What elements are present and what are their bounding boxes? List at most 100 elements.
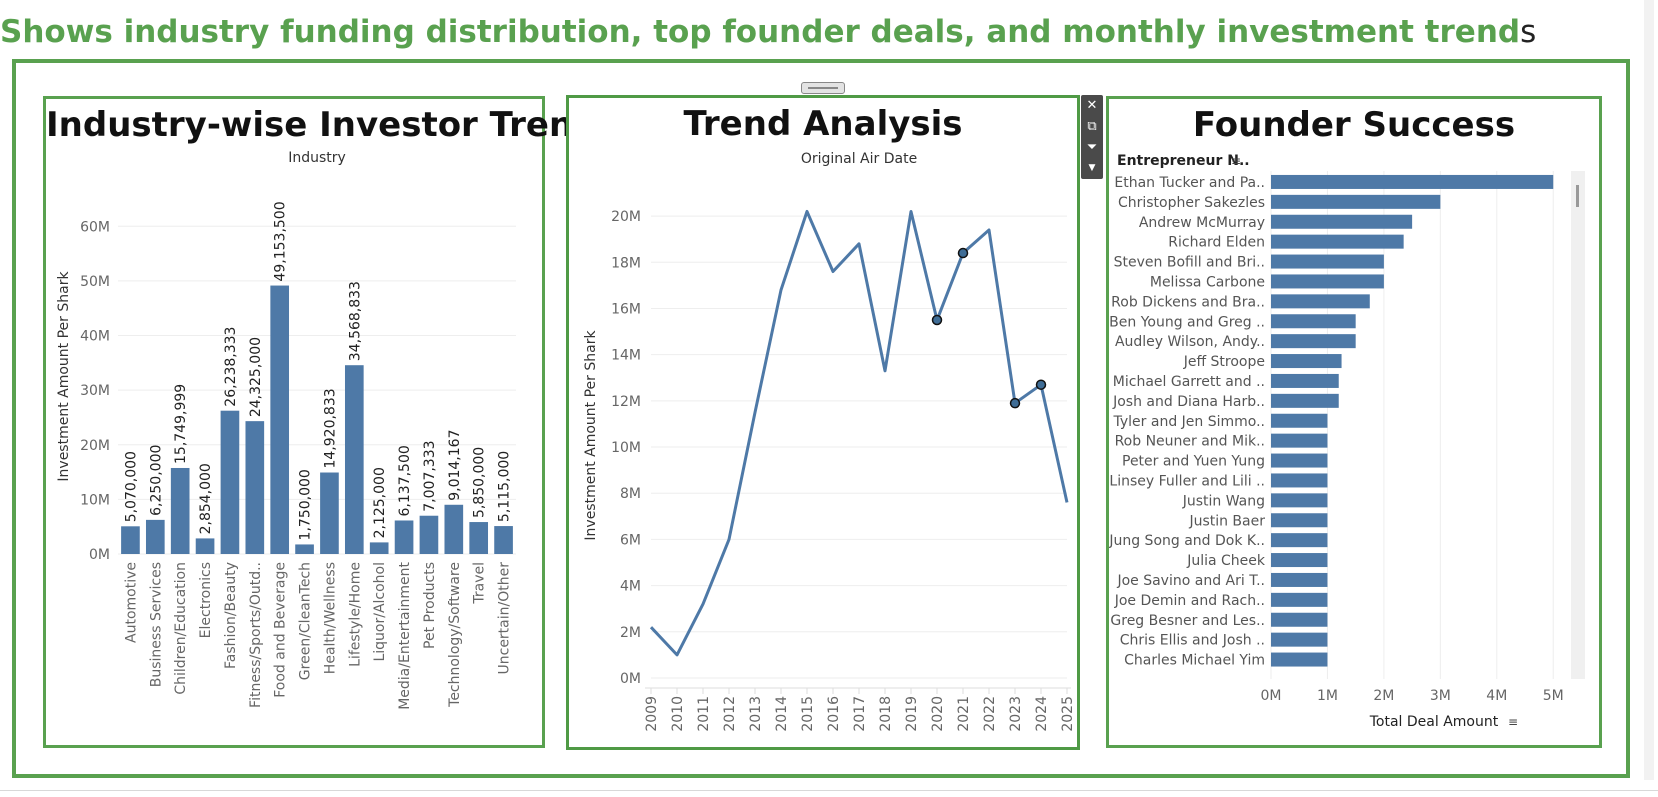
industry-bar xyxy=(444,504,464,554)
founder-panel-title: Founder Success xyxy=(1192,105,1516,145)
founder-bar xyxy=(1271,274,1384,289)
industry-bar-label: 2,854,000 xyxy=(198,463,214,534)
trend-y-tick: 10M xyxy=(611,440,641,456)
industry-bar xyxy=(121,526,140,554)
industry-top-label: Industry xyxy=(288,150,346,166)
industry-x-tick: Electronics xyxy=(198,562,214,638)
industry-x-tick: Media/Entertainment xyxy=(397,562,413,710)
industry-bar xyxy=(494,526,513,554)
industry-x-tick: Pet Products xyxy=(422,562,438,649)
trend-point xyxy=(1035,379,1047,390)
founder-bar xyxy=(1271,314,1356,329)
headline-tail: s xyxy=(1520,14,1537,50)
industry-bar xyxy=(394,520,414,554)
sort-icon: ≡ xyxy=(1508,715,1518,729)
page-scrollbar[interactable] xyxy=(1644,0,1654,780)
founder-row-label: Christopher Sakezles xyxy=(1118,195,1265,211)
founder-row-label: Justin Wang xyxy=(1182,493,1265,509)
industry-bar xyxy=(195,538,215,554)
industry-bar xyxy=(295,544,314,554)
industry-bar xyxy=(344,365,364,554)
founder-scrollbar-thumb xyxy=(1576,185,1579,207)
filter-icon[interactable]: ⏷ xyxy=(1086,140,1098,155)
industry-bar-label: 34,568,833 xyxy=(347,281,363,361)
industry-y-tick: 50M xyxy=(80,274,110,290)
founder-row-label: Richard Elden xyxy=(1168,235,1265,251)
industry-bar xyxy=(419,515,439,554)
founder-x-tick: 5M xyxy=(1543,688,1564,704)
founder-x-tick: 1M xyxy=(1317,688,1338,704)
trend-y-tick: 20M xyxy=(611,209,641,225)
founder-row-label: Peter and Yuen Yung xyxy=(1122,454,1265,470)
industry-panel-title: Industry-wise Investor Trends xyxy=(46,105,618,145)
industry-bar xyxy=(320,472,339,554)
trend-x-tick: 2022 xyxy=(982,696,998,732)
founder-bar xyxy=(1271,592,1328,607)
founder-panel[interactable]: Founder Success Entrepreneur N.. ≡ 0M 1M 2M 3… xyxy=(1106,96,1602,748)
industry-x-tick: Health/Wellness xyxy=(322,562,338,674)
founder-row-label: Audley Wilson, Andy.. xyxy=(1115,334,1265,350)
trend-x-tick: 2025 xyxy=(1060,696,1076,732)
founder-bar xyxy=(1271,572,1328,587)
founder-x-tick: 2M xyxy=(1373,688,1394,704)
industry-y-tick: 60M xyxy=(80,219,110,235)
industry-x-tick: Fitness/Sports/Outd.. xyxy=(248,562,264,708)
trend-line xyxy=(649,209,1069,657)
trend-point xyxy=(931,314,943,326)
industry-x-tick: Food and Beverage xyxy=(273,562,289,698)
trend-x-tick: 2016 xyxy=(826,696,842,732)
industry-x-tick: Business Services xyxy=(148,562,164,687)
close-icon[interactable]: ✕ xyxy=(1086,98,1098,113)
founder-row-label: Rob Dickens and Bra.. xyxy=(1111,294,1265,310)
industry-bar-label: 1,750,000 xyxy=(298,469,314,540)
dropdown-arrow-icon[interactable]: ▼ xyxy=(1088,163,1096,173)
founder-row-label: Josh and Diana Harb.. xyxy=(1112,394,1265,410)
industry-panel[interactable]: Industry-wise Investor Trends Industry In… xyxy=(43,96,618,748)
founder-row-label: Joe Savino and Ari T.. xyxy=(1116,573,1265,589)
drag-handle[interactable] xyxy=(801,82,845,94)
industry-bar-label: 49,153,500 xyxy=(273,201,289,281)
founder-row-label: Charles Michael Yim xyxy=(1124,653,1265,669)
trend-y-tick: 0M xyxy=(620,671,641,687)
founder-bar xyxy=(1271,632,1328,647)
industry-bar-label: 7,007,333 xyxy=(422,440,438,511)
founder-row-label: Ben Young and Greg .. xyxy=(1109,314,1265,330)
industry-bar-label: 5,115,000 xyxy=(497,451,513,522)
founder-row-label: Andrew McMurray xyxy=(1139,215,1265,231)
industry-x-tick: Uncertain/Other xyxy=(497,562,513,675)
trend-x-tick: 2018 xyxy=(878,696,894,732)
industry-y-axis-title: Investment Amount Per Shark xyxy=(56,271,72,482)
trend-y-tick: 14M xyxy=(611,348,641,364)
trend-x-tick: 2010 xyxy=(670,696,686,732)
industry-bar xyxy=(270,285,290,554)
industry-bar xyxy=(469,522,489,554)
industry-bar-label: 26,238,333 xyxy=(223,327,239,407)
trend-panel[interactable]: Trend Analysis Original Air Date Investme… xyxy=(566,95,1080,750)
founder-bar xyxy=(1271,373,1339,388)
industry-bar-label: 6,250,000 xyxy=(148,445,164,516)
founder-bar xyxy=(1271,513,1328,528)
industry-bar xyxy=(170,467,190,554)
founder-bar xyxy=(1271,533,1328,548)
founder-x-tick: 4M xyxy=(1486,688,1507,704)
founder-row-label: Linsey Fuller and Lili .. xyxy=(1109,473,1265,489)
founder-row-header: Entrepreneur N.. xyxy=(1117,153,1250,169)
founder-bar xyxy=(1271,393,1339,408)
industry-bar-label: 15,749,999 xyxy=(173,384,189,464)
founder-bar xyxy=(1271,334,1356,349)
headline-text: Shows industry funding distribution, top… xyxy=(0,14,1521,50)
industry-x-tick: Travel xyxy=(472,562,488,605)
founder-row-label: Steven Bofill and Bri.. xyxy=(1114,255,1265,271)
trend-x-tick: 2017 xyxy=(852,696,868,732)
popout-icon[interactable]: ⧉ xyxy=(1087,119,1097,134)
trend-x-tick: 2021 xyxy=(956,696,972,732)
bottom-divider xyxy=(0,790,1658,791)
trend-y-tick: 4M xyxy=(620,579,641,595)
industry-x-tick: Children/Education xyxy=(173,562,189,695)
founder-bar xyxy=(1271,194,1441,209)
founder-bar xyxy=(1271,612,1328,627)
founder-bar xyxy=(1271,354,1342,369)
founder-row-label: Melissa Carbone xyxy=(1150,274,1265,290)
founder-bar xyxy=(1271,413,1328,428)
